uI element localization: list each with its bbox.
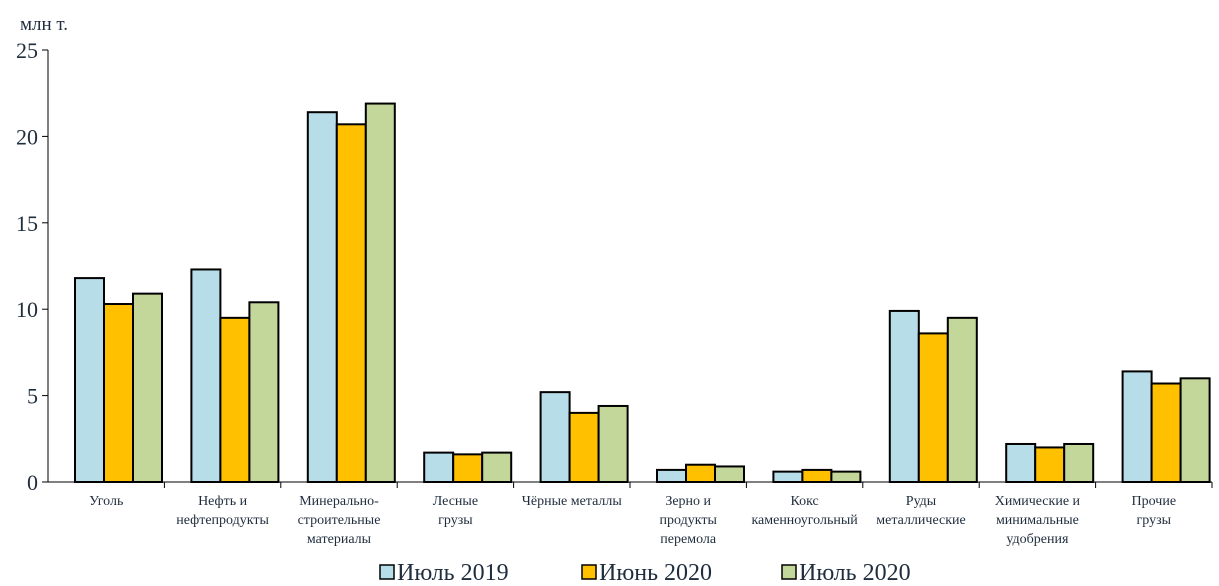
bar-2-7 <box>801 468 833 483</box>
x-category-label: материалы <box>307 532 372 547</box>
legend: Июль 2019 Июнь 2020 Июль 2020 <box>379 560 911 586</box>
x-category-label: строительные <box>298 513 381 528</box>
x-category-label: металлические <box>876 513 966 528</box>
bar-2-8 <box>917 332 949 483</box>
bars <box>74 102 1211 484</box>
legend-swatch-3 <box>781 564 797 580</box>
bar-1-2 <box>190 268 222 483</box>
y-tick-label: 15 <box>16 211 38 236</box>
x-category-label: Прочие <box>1132 494 1177 509</box>
bar-3-10 <box>1179 377 1211 484</box>
x-category-label: Чёрные металлы <box>522 494 623 509</box>
x-category-label: каменноугольный <box>751 513 858 528</box>
bar-3-2 <box>248 301 280 483</box>
bar-2-5 <box>568 411 600 484</box>
bar-3-1 <box>132 292 163 484</box>
bar-3-7 <box>830 470 862 483</box>
legend-label-3: Июль 2020 <box>799 560 911 586</box>
y-tick-label: 20 <box>16 124 38 149</box>
x-category-label: перемола <box>660 532 717 547</box>
bar-3-4 <box>481 451 513 483</box>
x-category-label: Лесные <box>433 494 478 509</box>
y-tick-label: 5 <box>27 384 38 409</box>
bar-2-1 <box>103 303 134 483</box>
legend-swatch-2 <box>581 564 597 580</box>
x-category-label: Уголь <box>89 494 123 509</box>
bar-2-10 <box>1150 382 1182 483</box>
bar-1-8 <box>888 309 920 484</box>
legend-swatch-1 <box>379 564 395 580</box>
bar-3-5 <box>597 404 629 483</box>
x-category-label: Зерно и <box>665 494 711 509</box>
x-category-label: Нефть и <box>198 494 248 509</box>
bar-2-6 <box>685 463 716 484</box>
legend-label-2: Июнь 2020 <box>599 560 712 586</box>
x-category-label: Минерально- <box>299 494 379 509</box>
x-category-label: удобрения <box>1006 532 1069 547</box>
bar-3-9 <box>1063 442 1095 484</box>
bar-1-1 <box>74 277 105 484</box>
bar-2-2 <box>219 316 251 483</box>
bar-1-9 <box>1005 442 1037 484</box>
bar-2-9 <box>1034 446 1066 484</box>
bar-2-3 <box>335 123 367 484</box>
bar-1-4 <box>423 451 455 483</box>
bar-1-7 <box>772 470 804 483</box>
bar-1-6 <box>656 468 687 483</box>
y-tick-label: 0 <box>27 470 38 495</box>
x-category-label: Химические и <box>995 494 1081 509</box>
unit-label: млн т. <box>20 14 68 35</box>
bar-3-3 <box>364 102 396 484</box>
x-category-label: Кокс <box>790 494 818 509</box>
x-category-label: продукты <box>660 513 718 528</box>
bar-2-4 <box>452 453 484 483</box>
x-category-label: грузы <box>1137 513 1172 528</box>
x-category-label: Руды <box>906 494 937 509</box>
x-category-label: минимальные <box>996 513 1079 528</box>
bar-1-3 <box>306 111 338 483</box>
y-axis-ticks: 0 5 10 15 20 25 <box>16 38 48 495</box>
y-tick-label: 25 <box>16 38 38 63</box>
bar-1-5 <box>539 391 571 484</box>
x-axis-categories: Уголь Нефть и нефтепродукты Минерально-стро… <box>89 482 1213 547</box>
bar-3-8 <box>946 316 978 483</box>
bar-1-10 <box>1121 370 1153 483</box>
y-tick-label: 10 <box>16 297 38 322</box>
legend-label-1: Июль 2019 <box>397 560 509 586</box>
x-category-label: грузы <box>438 513 473 528</box>
x-category-label: нефтепродукты <box>176 513 269 528</box>
bar-3-6 <box>714 465 745 483</box>
